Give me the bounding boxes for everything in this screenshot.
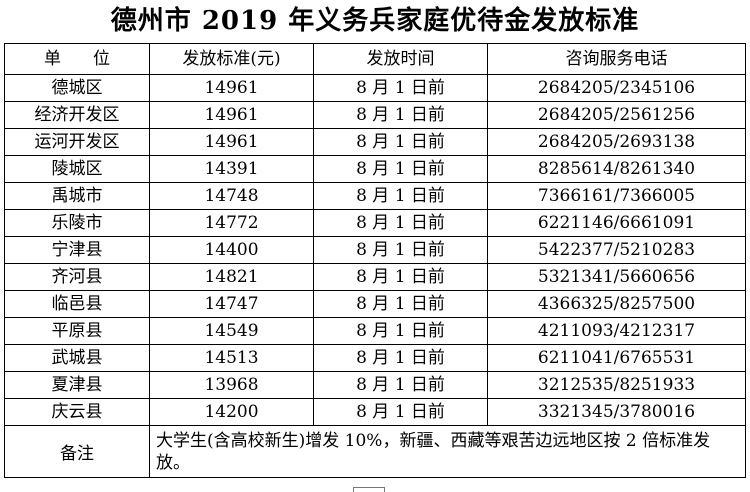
table-row: 陵城区 14391 8 月 1 日前 8285614/8261340 [4, 155, 746, 183]
cell-phone: 5321341/5660656 [487, 263, 746, 291]
note-row: 备注 大学生(含高校新生)增发 10%，新疆、西藏等艰苦边远地区按 2 倍标准发… [4, 425, 746, 478]
table-row: 临邑县 14747 8 月 1 日前 4366325/8257500 [4, 290, 746, 318]
page-title: 德州市 2019 年义务兵家庭优待金发放标准 [110, 6, 640, 36]
table-row: 庆云县 14200 8 月 1 日前 3321345/3780016 [4, 398, 746, 426]
header-phone: 咨询服务电话 [487, 43, 746, 75]
cell-phone: 4366325/8257500 [487, 290, 746, 318]
cell-time: 8 月 1 日前 [313, 101, 488, 129]
header-unit: 单位 [4, 43, 150, 75]
table-row: 宁津县 14400 8 月 1 日前 5422377/5210283 [4, 236, 746, 264]
cell-phone: 6211041/6765531 [487, 344, 746, 372]
cell-time: 8 月 1 日前 [313, 182, 488, 210]
cell-unit: 庆云县 [4, 398, 150, 426]
table-row: 夏津县 13968 8 月 1 日前 3212535/8251933 [4, 371, 746, 399]
table-row: 平原县 14549 8 月 1 日前 4211093/4212317 [4, 317, 746, 345]
cell-phone: 2684205/2561256 [487, 101, 746, 129]
cell-time: 8 月 1 日前 [313, 74, 488, 102]
table-row: 运河开发区 14961 8 月 1 日前 2684205/2693138 [4, 128, 746, 156]
note-text: 大学生(含高校新生)增发 10%，新疆、西藏等艰苦边远地区按 2 倍标准发放。 [149, 425, 746, 478]
cell-standard: 14961 [149, 128, 314, 156]
table-row: 乐陵市 14772 8 月 1 日前 6221146/6661091 [4, 209, 746, 237]
cell-unit: 平原县 [4, 317, 150, 345]
cell-time: 8 月 1 日前 [313, 263, 488, 291]
header-standard: 发放标准(元) [149, 43, 314, 75]
cell-standard: 14513 [149, 344, 314, 372]
cell-standard: 14961 [149, 101, 314, 129]
cell-standard: 14200 [149, 398, 314, 426]
cell-phone: 3321345/3780016 [487, 398, 746, 426]
cell-time: 8 月 1 日前 [313, 398, 488, 426]
cell-standard: 14400 [149, 236, 314, 264]
cell-phone: 4211093/4212317 [487, 317, 746, 345]
cell-time: 8 月 1 日前 [313, 344, 488, 372]
cell-phone: 3212535/8251933 [487, 371, 746, 399]
cell-phone: 6221146/6661091 [487, 209, 746, 237]
cell-standard: 14549 [149, 317, 314, 345]
cell-standard: 14748 [149, 182, 314, 210]
cell-unit: 禹城市 [4, 182, 150, 210]
cell-unit: 齐河县 [4, 263, 150, 291]
cell-phone: 8285614/8261340 [487, 155, 746, 183]
cell-standard: 14772 [149, 209, 314, 237]
table-row: 齐河县 14821 8 月 1 日前 5321341/5660656 [4, 263, 746, 291]
table-row: 经济开发区 14961 8 月 1 日前 2684205/2561256 [4, 101, 746, 129]
cell-time: 8 月 1 日前 [313, 317, 488, 345]
cell-unit: 陵城区 [4, 155, 150, 183]
cell-unit: 夏津县 [4, 371, 150, 399]
cell-time: 8 月 1 日前 [313, 236, 488, 264]
cell-time: 8 月 1 日前 [313, 209, 488, 237]
header-time: 发放时间 [313, 43, 488, 75]
cell-unit: 临邑县 [4, 290, 150, 318]
cell-phone: 7366161/7366005 [487, 182, 746, 210]
cell-time: 8 月 1 日前 [313, 371, 488, 399]
cell-unit: 德城区 [4, 74, 150, 102]
cell-time: 8 月 1 日前 [313, 128, 488, 156]
cell-standard: 13968 [149, 371, 314, 399]
cell-unit: 宁津县 [4, 236, 150, 264]
cell-phone: 5422377/5210283 [487, 236, 746, 264]
cell-phone: 2684205/2693138 [487, 128, 746, 156]
table-row: 禹城市 14748 8 月 1 日前 7366161/7366005 [4, 182, 746, 210]
table-row: 德城区 14961 8 月 1 日前 2684205/2345106 [4, 74, 746, 102]
cell-unit: 乐陵市 [4, 209, 150, 237]
cell-time: 8 月 1 日前 [313, 290, 488, 318]
cell-standard: 14821 [149, 263, 314, 291]
cell-time: 8 月 1 日前 [313, 155, 488, 183]
cell-standard: 14961 [149, 74, 314, 102]
cell-standard: 14747 [149, 290, 314, 318]
note-label: 备注 [4, 425, 150, 478]
bottom-edge-mark [353, 487, 385, 492]
cell-unit: 运河开发区 [4, 128, 150, 156]
cell-unit: 武城县 [4, 344, 150, 372]
cell-unit: 经济开发区 [4, 101, 150, 129]
cell-phone: 2684205/2345106 [487, 74, 746, 102]
table-row: 武城县 14513 8 月 1 日前 6211041/6765531 [4, 344, 746, 372]
table-header-row: 单位 发放标准(元) 发放时间 咨询服务电话 [4, 43, 746, 75]
cell-standard: 14391 [149, 155, 314, 183]
allowance-table: 单位 发放标准(元) 发放时间 咨询服务电话 德城区 14961 8 月 1 日… [4, 43, 746, 478]
